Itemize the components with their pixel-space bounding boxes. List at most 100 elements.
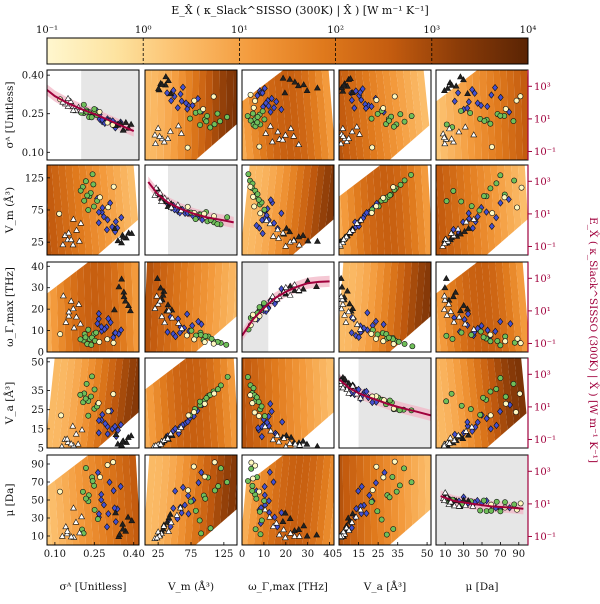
data-point-triangle bbox=[353, 219, 361, 226]
data-point-triangle bbox=[112, 431, 120, 438]
data-point-triangle bbox=[75, 300, 83, 307]
data-point-triangle bbox=[357, 506, 364, 513]
data-point-circle bbox=[401, 341, 408, 347]
heat-band bbox=[206, 358, 219, 448]
data-point-circle bbox=[374, 508, 381, 515]
panel-sigma-vs-omega bbox=[241, 69, 335, 161]
data-point-circle bbox=[502, 106, 509, 112]
data-point-diamond bbox=[455, 89, 462, 97]
data-point-triangle bbox=[461, 227, 468, 234]
data-point-triangle bbox=[440, 497, 448, 504]
data-point-triangle bbox=[275, 531, 283, 538]
data-point-triangle bbox=[274, 226, 282, 233]
data-point-circle bbox=[261, 300, 267, 307]
data-point-circle bbox=[89, 478, 96, 484]
panel-va-vs-mu bbox=[435, 357, 529, 449]
data-point-triangle bbox=[155, 85, 162, 92]
colorbar-tick-label: 10⁴ bbox=[520, 25, 537, 36]
data-point-triangle bbox=[267, 122, 274, 129]
data-point-triangle bbox=[269, 232, 277, 239]
heat-band bbox=[211, 262, 223, 352]
panel-omega-vs-mu bbox=[435, 261, 529, 353]
data-point-triangle bbox=[127, 120, 135, 127]
data-point-triangle bbox=[313, 282, 320, 289]
panel-frame bbox=[338, 454, 432, 546]
data-point-circle bbox=[185, 412, 192, 419]
x-tick-label: 20 bbox=[279, 549, 292, 560]
right-tick-label: 10⁻¹ bbox=[534, 435, 556, 446]
data-point-circle bbox=[254, 191, 261, 198]
data-point-circle bbox=[259, 108, 266, 115]
heat-band bbox=[301, 165, 319, 255]
data-point-triangle bbox=[357, 216, 365, 223]
data-point-circle bbox=[191, 409, 197, 416]
data-point-diamond bbox=[264, 418, 271, 427]
data-point-circle bbox=[247, 183, 254, 190]
data-point-diamond bbox=[497, 199, 504, 207]
data-point-triangle bbox=[447, 498, 455, 505]
trend-line bbox=[47, 89, 135, 132]
data-point-diamond bbox=[99, 204, 106, 212]
data-point-triangle bbox=[450, 138, 457, 145]
data-point-triangle bbox=[69, 215, 77, 222]
heat-band bbox=[145, 262, 154, 352]
data-point-circle bbox=[250, 385, 257, 392]
unsupported-region bbox=[389, 509, 431, 545]
data-point-diamond bbox=[95, 416, 102, 425]
data-point-triangle bbox=[339, 293, 345, 300]
x-tick-label: 5 bbox=[336, 549, 342, 560]
data-point-circle bbox=[215, 483, 222, 490]
data-point-triangle bbox=[165, 527, 173, 534]
data-point-diamond bbox=[174, 104, 181, 112]
data-point-circle bbox=[450, 188, 457, 194]
right-tick-label: 10⁻¹ bbox=[534, 147, 556, 158]
heat-band bbox=[287, 70, 302, 160]
data-point-circle bbox=[401, 465, 407, 472]
data-point-circle bbox=[256, 508, 263, 515]
data-point-circle bbox=[487, 120, 494, 127]
data-point-triangle bbox=[67, 236, 75, 243]
data-point-diamond bbox=[170, 504, 177, 512]
data-point-circle bbox=[211, 121, 218, 128]
data-point-circle bbox=[249, 400, 256, 407]
data-point-diamond bbox=[181, 501, 188, 509]
panel-content bbox=[47, 70, 139, 160]
data-point-triangle bbox=[296, 441, 304, 448]
data-point-circle bbox=[207, 124, 214, 131]
heat-band bbox=[60, 455, 73, 545]
heat-band bbox=[436, 399, 441, 448]
data-point-triangle bbox=[283, 224, 290, 231]
data-point-circle bbox=[368, 331, 375, 337]
heat-band bbox=[170, 262, 182, 352]
heat-band bbox=[295, 165, 312, 255]
heat-band bbox=[436, 293, 441, 352]
data-point-circle bbox=[487, 185, 494, 192]
data-point-diamond bbox=[358, 509, 365, 518]
panel-content bbox=[242, 358, 334, 448]
data-point-circle bbox=[217, 118, 223, 125]
data-point-circle bbox=[80, 488, 86, 495]
data-point-triangle bbox=[339, 132, 347, 139]
data-point-triangle bbox=[58, 532, 66, 539]
data-point-circle bbox=[487, 388, 494, 395]
data-point-diamond bbox=[363, 509, 370, 518]
data-point-triangle bbox=[469, 502, 477, 509]
data-point-triangle bbox=[281, 534, 289, 541]
data-point-circle bbox=[88, 342, 95, 348]
data-point-triangle bbox=[121, 297, 129, 304]
data-point-triangle bbox=[157, 440, 165, 447]
data-point-triangle bbox=[162, 73, 170, 80]
data-point-triangle bbox=[313, 531, 321, 538]
x-tick-label: 25 bbox=[372, 549, 385, 560]
heat-band bbox=[479, 358, 496, 448]
data-point-circle bbox=[487, 338, 494, 345]
y-tick-label: 30 bbox=[31, 514, 44, 525]
data-point-circle bbox=[489, 210, 496, 216]
data-point-diamond bbox=[380, 320, 387, 329]
data-point-circle bbox=[191, 97, 198, 104]
data-point-circle bbox=[104, 336, 111, 343]
data-point-triangle bbox=[445, 300, 453, 307]
data-point-triangle bbox=[346, 228, 354, 235]
data-point-diamond bbox=[278, 209, 285, 217]
y-tick-label: 10 bbox=[31, 326, 44, 337]
